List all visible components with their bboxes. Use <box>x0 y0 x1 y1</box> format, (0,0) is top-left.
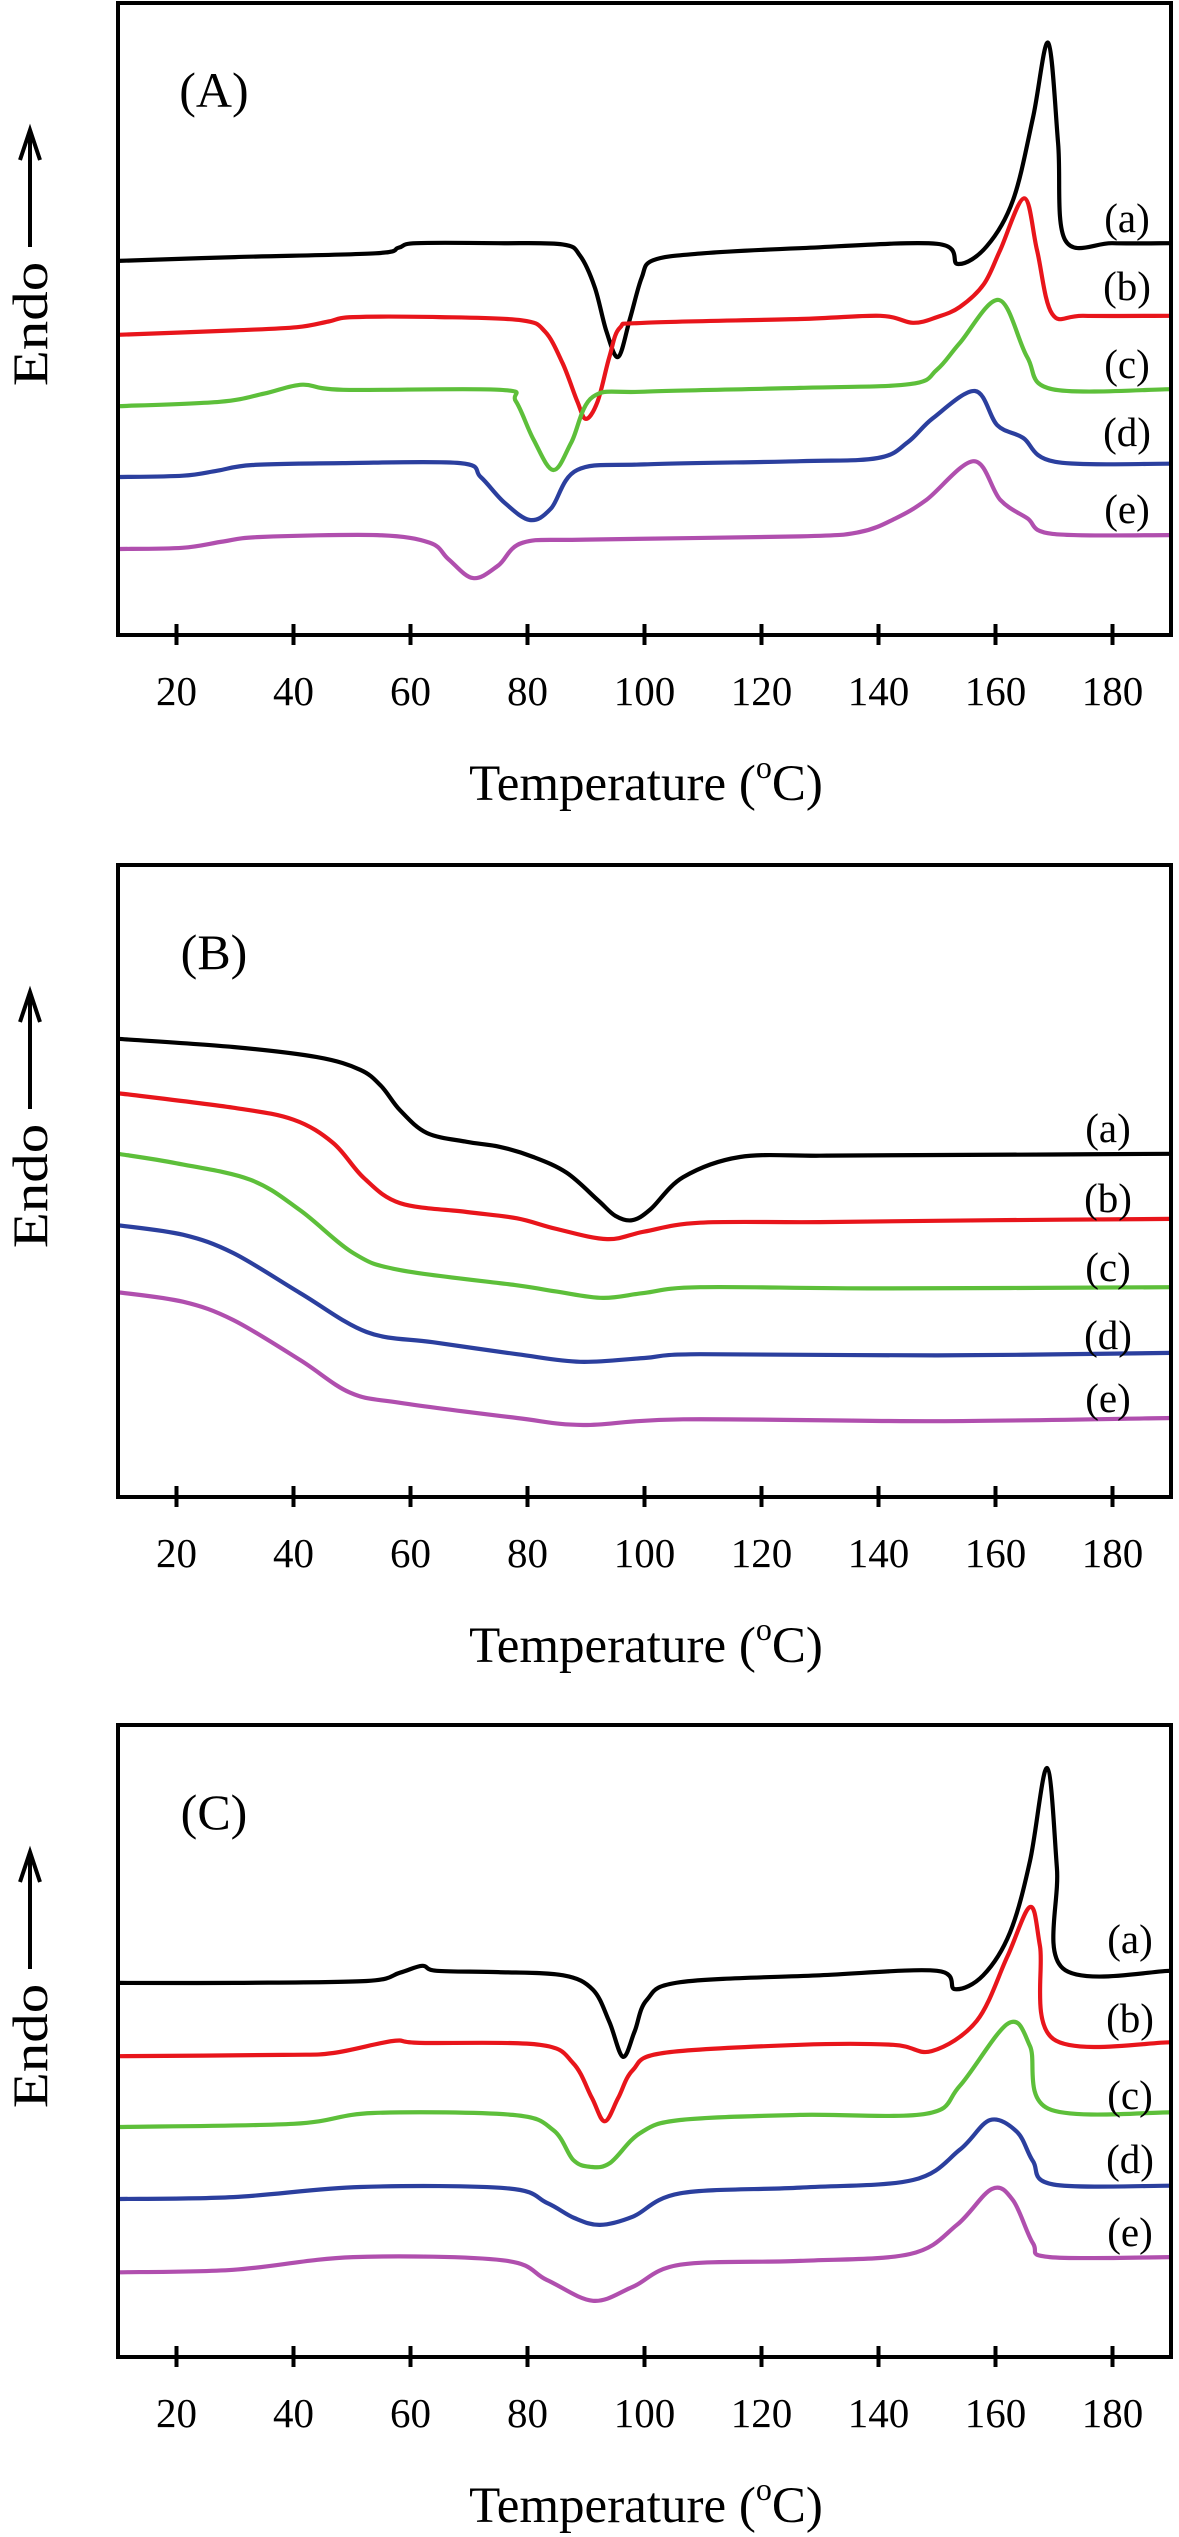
x-axis-title-main: Temperature ( <box>469 2478 756 2534</box>
x-tick-label: 180 <box>1082 668 1144 714</box>
x-axis-title-unit: C) <box>772 1618 823 1674</box>
curve-d <box>118 388 1171 523</box>
x-axis-title-degree: o <box>756 2471 772 2507</box>
curve-b <box>118 196 1171 421</box>
x-axis-title-main: Temperature ( <box>469 1618 756 1674</box>
curve-a <box>118 40 1171 360</box>
y-axis-title: Endo <box>2 1984 58 2109</box>
curve-label-e: (e) <box>1104 486 1150 532</box>
curve-d <box>118 1223 1171 1364</box>
x-tick-label: 40 <box>273 1530 314 1576</box>
x-tick-label: 80 <box>507 668 548 714</box>
x-axis-title-degree: o <box>756 749 772 785</box>
x-tick-label: 100 <box>614 2390 676 2436</box>
curve-label-d: (d) <box>1103 409 1151 455</box>
x-tick-label: 80 <box>507 1530 548 1576</box>
x-axis-title: Temperature (oC) <box>469 2471 823 2534</box>
curves <box>118 1036 1171 1428</box>
plot-frame <box>116 863 1173 1499</box>
curve-label-e: (e) <box>1107 2209 1153 2255</box>
curve-e <box>118 2185 1171 2303</box>
curve-e <box>118 1290 1171 1428</box>
x-tick-label: 160 <box>965 1530 1027 1576</box>
curve-label-e: (e) <box>1085 1375 1131 1421</box>
x-tick-label: 40 <box>273 668 314 714</box>
x-tick-label: 100 <box>614 668 676 714</box>
x-tick-label: 60 <box>390 2390 431 2436</box>
x-tick-label: 180 <box>1082 2390 1144 2436</box>
x-tick-label: 120 <box>731 668 793 714</box>
x-tick-label: 40 <box>273 2390 314 2436</box>
curve-label-b: (b) <box>1103 263 1151 309</box>
curve-label-b: (b) <box>1106 1995 1154 2041</box>
curve-a <box>118 1036 1171 1223</box>
x-tick-label: 20 <box>156 1530 197 1576</box>
curve-b <box>118 1904 1171 2124</box>
y-axis-title: Endo <box>2 1124 58 1249</box>
curve-label-a: (a) <box>1107 1916 1153 1962</box>
curve-a <box>118 1765 1171 2059</box>
plot-frame <box>116 1723 1173 2359</box>
x-axis-title-main: Temperature ( <box>469 756 756 812</box>
endo-arrow-head-icon <box>18 985 42 1023</box>
curves <box>118 40 1171 581</box>
x-tick-label: 140 <box>848 2390 910 2436</box>
curve-label-b: (b) <box>1084 1175 1132 1221</box>
curves <box>118 1765 1171 2303</box>
curve-label-d: (d) <box>1106 2136 1154 2182</box>
panel-label: (A) <box>179 62 248 118</box>
x-tick-label: 60 <box>390 1530 431 1576</box>
y-axis-title: Endo <box>2 262 58 387</box>
curve-label-c: (c) <box>1107 2072 1153 2118</box>
panel-b: 20 40 60 80 100 120 140 160 180 Temperature (oC) E… <box>2 863 1173 1674</box>
x-axis-title: Temperature (oC) <box>469 1611 823 1674</box>
panel-label: (C) <box>181 1784 248 1840</box>
x-tick-label: 140 <box>848 1530 910 1576</box>
curve-label-c: (c) <box>1085 1244 1131 1290</box>
x-axis-title: Temperature (oC) <box>469 749 823 812</box>
curve-c <box>118 1151 1171 1301</box>
curve-label-a: (a) <box>1085 1105 1131 1151</box>
curve-c <box>118 2019 1171 2170</box>
x-tick-label: 80 <box>507 2390 548 2436</box>
curve-c <box>118 297 1171 473</box>
x-tick-label: 20 <box>156 2390 197 2436</box>
panel-label: (B) <box>181 924 248 980</box>
x-tick-label: 180 <box>1082 1530 1144 1576</box>
x-tick-label: 100 <box>614 1530 676 1576</box>
x-axis-title-degree: o <box>756 1611 772 1647</box>
x-tick-label: 60 <box>390 668 431 714</box>
curve-label-c: (c) <box>1104 341 1150 387</box>
x-tick-label: 120 <box>731 1530 793 1576</box>
x-tick-label: 160 <box>965 2390 1027 2436</box>
x-tick-label: 140 <box>848 668 910 714</box>
curve-b <box>118 1091 1171 1242</box>
endo-arrow-head-icon <box>18 1845 42 1883</box>
curve-e <box>118 459 1171 581</box>
x-tick-label: 120 <box>731 2390 793 2436</box>
panel-a: 20 40 60 80 100 120 140 160 180 Temperature (oC) E… <box>2 1 1173 812</box>
x-axis-title-unit: C) <box>772 756 823 812</box>
curve-label-a: (a) <box>1104 195 1150 241</box>
panel-c: 20 40 60 80 100 120 140 160 180 Temperature (oC) E… <box>2 1723 1173 2534</box>
curve-d <box>118 2117 1171 2228</box>
endo-arrow-head-icon <box>18 123 42 161</box>
x-axis-title-unit: C) <box>772 2478 823 2534</box>
x-tick-label: 160 <box>965 668 1027 714</box>
curve-label-d: (d) <box>1084 1312 1132 1358</box>
x-tick-label: 20 <box>156 668 197 714</box>
